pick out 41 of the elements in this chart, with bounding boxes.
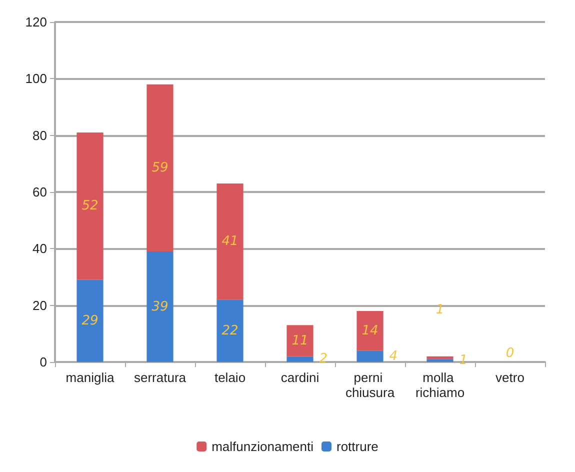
- legend-label: rottrure: [336, 439, 378, 454]
- bar: [426, 359, 454, 362]
- data-label: 1: [459, 353, 468, 368]
- bar: [426, 356, 454, 360]
- data-label: 29: [82, 313, 98, 328]
- bar: [76, 132, 104, 280]
- bar: [356, 311, 384, 351]
- data-label: 41: [222, 234, 238, 250]
- x-tick-label: serratura: [134, 370, 187, 385]
- bar: [216, 184, 244, 300]
- y-tick-label: 0: [40, 354, 47, 370]
- x-tick-label: perni chiusura: [345, 370, 396, 400]
- data-label: 22: [222, 323, 238, 338]
- data-label: 0: [506, 346, 514, 361]
- bar: [286, 356, 314, 362]
- x-tick-label: maniglia: [66, 370, 115, 385]
- x-tick-label: molla richiamo: [415, 370, 465, 400]
- data-label: 11: [292, 333, 308, 348]
- data-label: 59: [152, 160, 168, 176]
- y-tick-label: 80: [32, 128, 47, 143]
- data-label: 39: [152, 299, 168, 314]
- data-label: 4: [389, 348, 398, 364]
- bar: [216, 300, 244, 362]
- data-label: 1: [436, 302, 444, 318]
- bar: [146, 84, 174, 252]
- data-label: 14: [362, 323, 378, 338]
- bar: [356, 350, 384, 362]
- data-label: 52: [82, 198, 98, 214]
- y-tick-label: 40: [32, 241, 47, 256]
- bar: [76, 280, 104, 362]
- x-tick-label: telaio: [214, 370, 246, 385]
- bar: [146, 252, 174, 362]
- data-label: 2: [319, 352, 328, 367]
- y-tick-label: 120: [25, 14, 47, 30]
- bar: [286, 325, 314, 356]
- legend-label: malfunzionamenti: [212, 439, 314, 454]
- y-tick-label: 100: [25, 71, 47, 86]
- y-tick-label: 20: [32, 298, 47, 313]
- x-tick-label: vetro: [496, 370, 524, 385]
- y-tick-label: 60: [32, 184, 47, 200]
- x-tick-label: cardini: [280, 370, 320, 385]
